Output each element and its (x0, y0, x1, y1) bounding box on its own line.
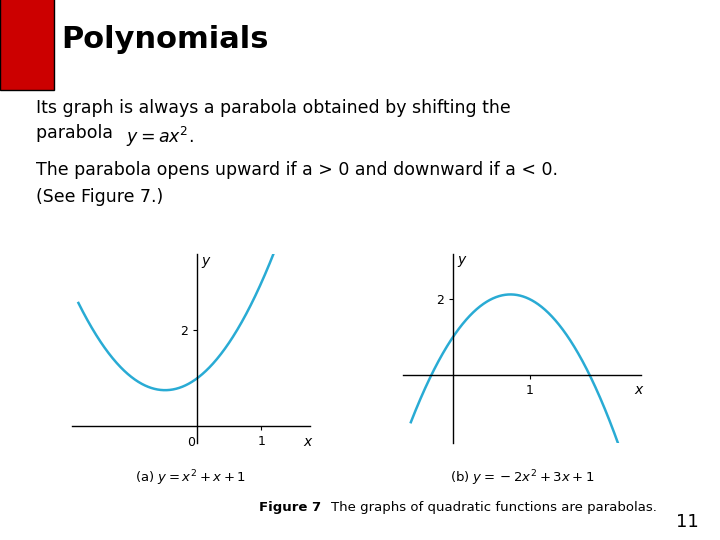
Text: (See Figure 7.): (See Figure 7.) (36, 188, 163, 206)
Text: Figure 7: Figure 7 (259, 501, 321, 514)
Text: x: x (304, 435, 312, 449)
Text: Polynomials: Polynomials (61, 25, 269, 53)
Text: parabola: parabola (36, 125, 119, 143)
Text: y: y (202, 254, 210, 268)
Text: 11: 11 (675, 513, 698, 531)
Text: The graphs of quadratic functions are parabolas.: The graphs of quadratic functions are pa… (331, 501, 657, 514)
Text: $y = ax^2$.: $y = ax^2$. (126, 125, 194, 148)
Text: (a) $y = x^2 + x + 1$: (a) $y = x^2 + x + 1$ (135, 468, 246, 488)
Text: (b) $y = -2x^2 + 3x + 1$: (b) $y = -2x^2 + 3x + 1$ (450, 468, 594, 488)
FancyBboxPatch shape (0, 0, 54, 90)
Text: 0: 0 (186, 436, 195, 449)
Text: y: y (457, 253, 465, 267)
Text: The parabola opens upward if a > 0 and downward if a < 0.: The parabola opens upward if a > 0 and d… (36, 161, 558, 179)
Text: Its graph is always a parabola obtained by shifting the: Its graph is always a parabola obtained … (36, 99, 510, 117)
Text: x: x (634, 383, 643, 397)
